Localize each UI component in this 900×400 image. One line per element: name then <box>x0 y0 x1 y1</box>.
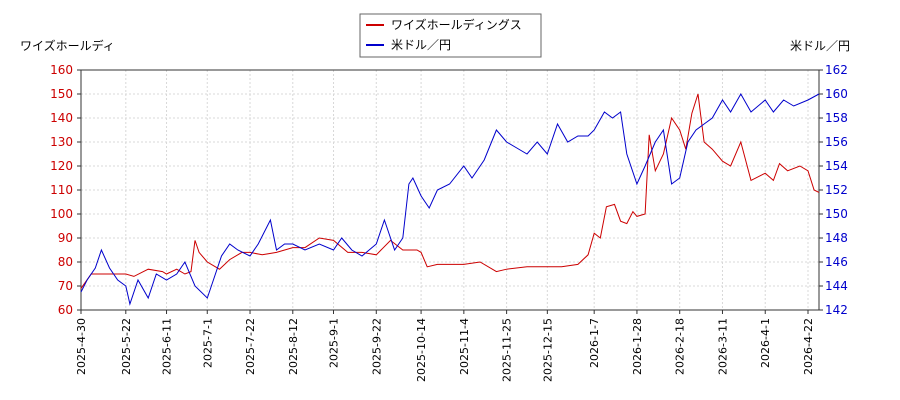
legend: ワイズホールディングス 米ドル／円 <box>359 13 542 58</box>
x-tick-label: 2026-2-18 <box>674 318 687 375</box>
left-axis-title: ワイズホールディ <box>20 38 115 53</box>
x-tick-label: 2025-4-30 <box>75 318 88 375</box>
x-tick-label: 2025-11-4 <box>458 318 471 375</box>
left-tick-label: 120 <box>50 159 73 173</box>
x-tick-label: 2025-7-1 <box>201 318 214 368</box>
x-axis: 2025-4-30 2025-5-22 2025-6-11 2025-7-1 2025-… <box>75 310 815 382</box>
left-tick-label: 70 <box>58 279 73 293</box>
left-tick-label: 160 <box>50 63 73 77</box>
left-tick-label: 110 <box>50 183 73 197</box>
x-tick-label: 2025-5-22 <box>120 318 133 375</box>
left-tick-label: 130 <box>50 135 73 149</box>
right-axis: 142 144 146 148 150 152 154 156 158 160 162 <box>819 63 848 317</box>
legend-label-usdjpy: 米ドル／円 <box>391 38 451 52</box>
left-tick-label: 60 <box>58 303 73 317</box>
right-tick-label: 148 <box>825 231 848 245</box>
legend-label-ywh: ワイズホールディングス <box>391 17 522 32</box>
right-tick-label: 158 <box>825 111 848 125</box>
x-tick-label: 2025-8-12 <box>287 318 300 375</box>
x-tick-label: 2026-1-28 <box>631 318 644 375</box>
x-tick-label: 2025-9-22 <box>370 318 383 375</box>
left-tick-label: 90 <box>58 231 73 245</box>
right-tick-label: 142 <box>825 303 848 317</box>
x-tick-label: 2026-1-7 <box>588 318 601 368</box>
right-axis-title: 米ドル／円 <box>790 39 850 53</box>
x-tick-label: 2025-12-15 <box>541 318 554 382</box>
x-tick-label: 2026-4-22 <box>802 318 815 375</box>
right-tick-label: 146 <box>825 255 848 269</box>
right-tick-label: 160 <box>825 87 848 101</box>
right-tick-label: 144 <box>825 279 848 293</box>
left-tick-label: 100 <box>50 207 73 221</box>
x-tick-label: 2026-3-11 <box>716 318 729 375</box>
left-tick-label: 80 <box>58 255 73 269</box>
right-tick-label: 156 <box>825 135 848 149</box>
x-tick-label: 2025-11-25 <box>501 318 514 382</box>
left-tick-label: 150 <box>50 87 73 101</box>
series-line-usdjpy <box>80 92 820 306</box>
x-tick-label: 2025-10-14 <box>415 318 428 382</box>
series-line-ywh <box>80 93 820 289</box>
x-tick-label: 2025-9-1 <box>328 318 341 368</box>
x-tick-label: 2025-7-22 <box>244 318 257 375</box>
left-axis: 60 70 80 90 100 110 120 130 140 150 160 <box>50 63 81 317</box>
x-tick-label: 2025-6-11 <box>161 318 174 375</box>
right-tick-label: 162 <box>825 63 848 77</box>
legend-box <box>359 13 542 58</box>
right-tick-label: 154 <box>825 159 848 173</box>
grid-lines <box>80 69 819 311</box>
left-tick-label: 140 <box>50 111 73 125</box>
right-tick-label: 152 <box>825 183 848 197</box>
right-tick-label: 150 <box>825 207 848 221</box>
series-layer <box>80 92 820 306</box>
x-tick-label: 2026-4-1 <box>759 318 772 368</box>
